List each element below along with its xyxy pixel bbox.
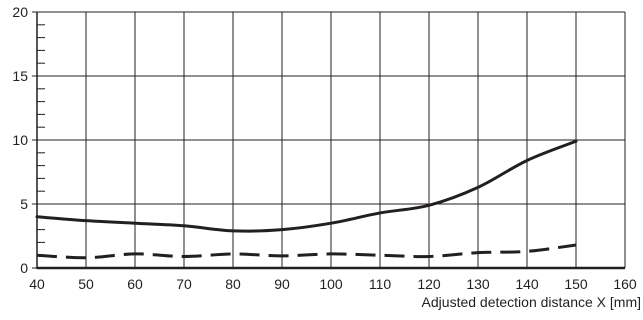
x-tick-label: 150 [564,276,588,292]
x-tick-label: 160 [613,276,637,292]
y-tick-label: 20 [12,4,28,20]
tick-labels: 40 50 60 70 80 90 100 110 120 130 140 150 160 0 5 10 15 2… [12,4,636,292]
grid [37,11,626,268]
x-tick-label: 110 [369,276,392,292]
x-tick-label: 140 [515,276,539,292]
axes [36,12,625,270]
x-tick-label: 70 [176,276,192,292]
x-tick-label: 120 [417,276,441,292]
y-tick-label: 0 [20,260,28,276]
x-axis-title: Adjusted detection distance X [mm] [422,294,641,310]
series-layer [35,139,578,260]
x-tick-label: 60 [127,276,143,292]
series-line-solid [35,139,578,233]
x-tick-label: 80 [225,276,241,292]
x-tick-label: 130 [466,276,490,292]
y-tick-label: 5 [20,196,28,212]
x-tick-label: 100 [319,276,343,292]
series-line-dashed [36,243,577,260]
y-tick-label: 15 [12,68,28,84]
y-tick-label: 10 [12,132,28,148]
x-tick-label: 50 [78,276,94,292]
x-tick-label: 90 [274,276,290,292]
x-tick-label: 40 [29,276,45,292]
